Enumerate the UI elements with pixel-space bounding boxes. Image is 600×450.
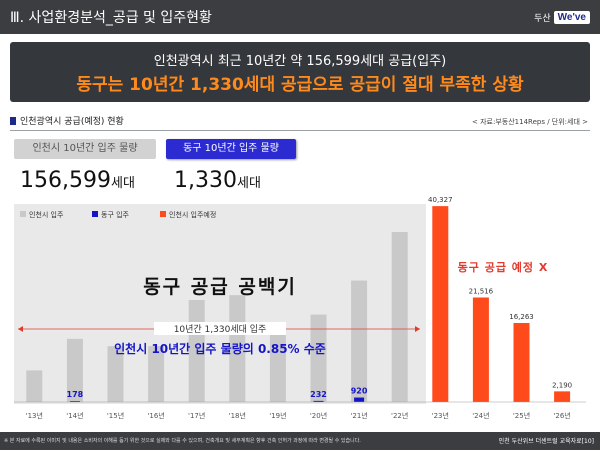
section-title: 인천광역시 공급(예정) 현황 <box>20 117 124 127</box>
x-tick-label: '16년 <box>147 411 164 420</box>
bar-value-label: 16,263 <box>509 313 534 321</box>
bar-value-label: 40,327 <box>428 196 453 204</box>
source-note: < 자료:부동산114Reps / 단위:세대 > <box>472 118 588 126</box>
donggu-supply-label: 동구 10년간 입주 물량 <box>166 139 296 159</box>
x-tick-label: '20년 <box>310 411 327 420</box>
bar-value-label: 178 <box>67 390 84 399</box>
x-tick-label: '18년 <box>229 411 246 420</box>
x-tick-label: '15년 <box>107 411 124 420</box>
legend-label: 인천시 입주 <box>29 210 64 219</box>
bar-incheon <box>107 346 124 402</box>
footer-page-label: 인천 두산위브 더센트럴 교육자료[10] <box>498 438 594 445</box>
supply-chart: 인천시 입주 동구 입주 인천시 입주예정 178 232 920 40,327 21,516… <box>14 196 586 420</box>
legend-swatch <box>160 211 166 217</box>
bar-value-label: 920 <box>351 387 368 396</box>
bar-value-label: 21,516 <box>469 287 494 295</box>
incheon-supply-label: 인천시 10년간 입주 물량 <box>14 139 156 159</box>
bar-donggu <box>313 400 324 402</box>
incheon-supply-value: 156,599 <box>20 168 111 193</box>
logo-text-en: We've <box>553 10 590 24</box>
donggu-supply-total: 1,330세대 <box>174 168 261 193</box>
range-note-bg <box>154 322 286 335</box>
brand-logo: 두산 We've <box>534 8 590 26</box>
x-tick-label: '17년 <box>188 411 205 420</box>
range-arrow-left-icon <box>18 326 23 332</box>
bar-value-label: 232 <box>310 390 327 399</box>
x-tick-label: '13년 <box>26 411 43 420</box>
bar-value-label: 2,190 <box>552 381 572 389</box>
donggu-supply-unit: 세대 <box>236 176 261 191</box>
bar-incheon <box>310 314 327 402</box>
x-tick-label: '24년 <box>472 411 489 420</box>
bar-planned <box>432 206 449 402</box>
bar-incheon <box>351 280 368 402</box>
bar-incheon <box>66 338 83 402</box>
bar-planned <box>513 323 530 402</box>
banner-headline: 동구는 10년간 1,330세대 공급으로 공급이 절대 부족한 상황 <box>76 75 524 95</box>
x-tick-label: '14년 <box>66 411 83 420</box>
footer-disclaimer: ※ 본 자료에 수록된 이미지 및 내용은 소비자의 이해를 돕기 위한 것으로… <box>4 438 361 444</box>
ratio-annotation: 인천시 10년간 입주 물량의 0.85% 수준 <box>114 341 326 356</box>
x-tick-label: '21년 <box>350 411 367 420</box>
bar-incheon <box>269 329 286 402</box>
section-divider <box>10 130 590 131</box>
footer-bar: ※ 본 자료에 수록된 이미지 및 내용은 소비자의 이해를 돕기 위한 것으로… <box>0 432 600 450</box>
legend-swatch <box>20 211 26 217</box>
banner-subtitle: 인천광역시 최근 10년간 약 156,599세대 공급(입주) <box>153 54 447 69</box>
summary-banner: 인천광역시 최근 10년간 약 156,599세대 공급(입주) 동구는 10년… <box>10 42 590 102</box>
legend-label: 동구 입주 <box>101 211 130 219</box>
incheon-supply-total: 156,599세대 <box>20 168 135 193</box>
header-bar: Ⅲ. 사업환경분석_공급 및 입주현황 두산 We've <box>0 0 600 34</box>
x-tick-label: '19년 <box>269 411 286 420</box>
no-plan-annotation: 동구 공급 예정 X <box>458 260 549 274</box>
x-tick-label: '26년 <box>553 411 570 420</box>
bar-donggu <box>354 397 365 402</box>
incheon-supply-unit: 세대 <box>110 176 135 191</box>
section-marker-icon <box>10 117 16 125</box>
page-title: Ⅲ. 사업환경분석_공급 및 입주현황 <box>10 10 212 26</box>
donggu-supply-value: 1,330 <box>174 168 237 193</box>
range-arrow-right-icon <box>415 326 420 332</box>
legend-label: 인천시 입주예정 <box>169 210 216 219</box>
x-tick-label: '25년 <box>513 411 530 420</box>
bar-incheon <box>391 232 408 402</box>
gap-annotation: 동구 공급 공백기 <box>143 276 297 298</box>
bar-donggu <box>69 401 80 402</box>
bar-planned <box>554 391 571 402</box>
x-tick-label: '22년 <box>391 411 408 420</box>
bar-planned <box>472 297 489 402</box>
bar-incheon <box>229 295 246 402</box>
bar-incheon <box>148 346 165 402</box>
legend-swatch <box>92 211 98 217</box>
logo-text-ko: 두산 <box>534 13 551 24</box>
bar-incheon <box>26 370 43 402</box>
x-tick-label: '23년 <box>432 411 449 420</box>
range-note: 10년간 1,330세대 입주 <box>174 323 267 335</box>
